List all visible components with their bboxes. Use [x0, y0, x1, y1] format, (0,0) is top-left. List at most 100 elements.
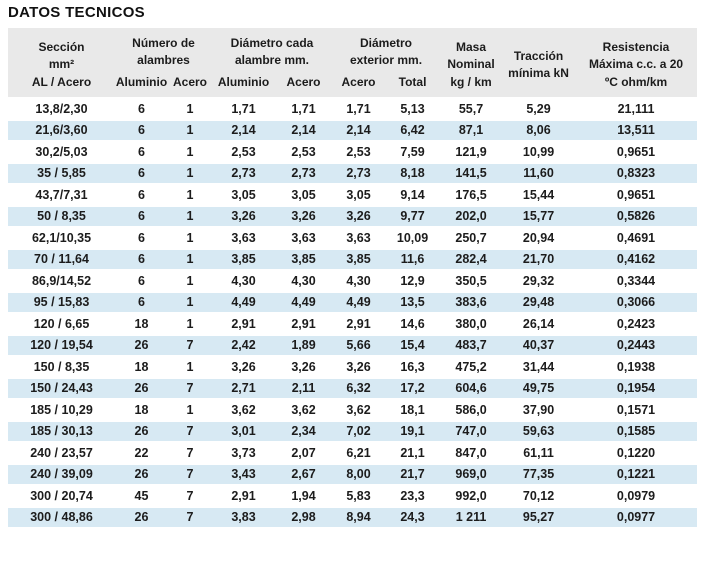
- cell-diametro-alambre-acero: 2,98: [275, 507, 333, 530]
- cell-masa-nominal: 121,9: [440, 142, 503, 164]
- cell-seccion: 150 / 8,35: [8, 357, 115, 379]
- cell-diametro-alambre-aluminio: 4,30: [212, 271, 275, 293]
- cell-seccion: 185 / 30,13: [8, 421, 115, 444]
- cell-diametro-alambre-acero: 2,14: [275, 120, 333, 143]
- table-row: 240 / 39,09 26 7 3,43 2,67 8,00 21,7 969,0 77,35…: [8, 464, 698, 487]
- cell-resistencia-maxima: 0,1954: [575, 378, 698, 401]
- cell-diametro-exterior-acero: 3,85: [332, 249, 386, 272]
- cell-masa-nominal: 969,0: [440, 464, 503, 487]
- header-masa-nominal: Masa Nominal kg / km: [440, 28, 503, 100]
- cell-traccion-minima: 61,11: [502, 443, 576, 465]
- cell-diametro-exterior-acero: 5,66: [332, 335, 386, 358]
- cell-diametro-alambre-aluminio: 3,85: [212, 249, 275, 272]
- header-group-diametro-alambre: Diámetro cada alambre mm.: [212, 28, 333, 72]
- cell-traccion-minima: 15,44: [502, 185, 576, 207]
- cell-alambres-acero: 7: [168, 378, 212, 401]
- cell-seccion: 21,6/3,60: [8, 120, 115, 143]
- cell-masa-nominal: 847,0: [440, 443, 503, 465]
- cell-diametro-exterior-total: 14,6: [385, 314, 441, 336]
- cell-diametro-exterior-total: 6,42: [385, 120, 441, 143]
- cell-seccion: 150 / 24,43: [8, 378, 115, 401]
- cell-masa-nominal: 483,7: [440, 335, 503, 358]
- cell-diametro-alambre-acero: 2,34: [275, 421, 333, 444]
- cell-traccion-minima: 37,90: [502, 400, 576, 422]
- cell-seccion: 35 / 5,85: [8, 163, 115, 186]
- cell-traccion-minima: 59,63: [502, 421, 576, 444]
- cell-alambres-aluminio: 6: [115, 163, 168, 186]
- cell-seccion: 62,1/10,35: [8, 228, 115, 250]
- cell-resistencia-maxima: 0,5826: [575, 206, 698, 229]
- cell-diametro-exterior-total: 23,3: [385, 486, 441, 508]
- cell-alambres-acero: 1: [168, 142, 212, 164]
- cell-alambres-aluminio: 18: [115, 400, 168, 422]
- cell-seccion: 70 / 11,64: [8, 249, 115, 272]
- cell-seccion: 185 / 10,29: [8, 400, 115, 422]
- cell-alambres-aluminio: 18: [115, 314, 168, 336]
- cell-diametro-alambre-acero: 3,63: [275, 228, 333, 250]
- cell-diametro-alambre-aluminio: 3,26: [212, 357, 275, 379]
- cell-resistencia-maxima: 0,1571: [575, 400, 698, 422]
- cell-resistencia-maxima: 0,1221: [575, 464, 698, 487]
- cell-traccion-minima: 8,06: [502, 120, 576, 143]
- cell-diametro-exterior-acero: 2,14: [332, 120, 386, 143]
- table-row: 95 / 15,83 6 1 4,49 4,49 4,49 13,5 383,6 29,48 0,…: [8, 292, 698, 315]
- cell-diametro-alambre-aluminio: 3,05: [212, 185, 275, 207]
- cell-alambres-acero: 1: [168, 314, 212, 336]
- cell-alambres-aluminio: 6: [115, 228, 168, 250]
- cell-diametro-alambre-aluminio: 2,42: [212, 335, 275, 358]
- cell-diametro-exterior-total: 18,1: [385, 400, 441, 422]
- cell-diametro-alambre-acero: 4,30: [275, 271, 333, 293]
- cell-traccion-minima: 11,60: [502, 163, 576, 186]
- cell-traccion-minima: 29,32: [502, 271, 576, 293]
- cell-diametro-alambre-acero: 4,49: [275, 292, 333, 315]
- cell-masa-nominal: 55,7: [440, 99, 503, 121]
- cell-masa-nominal: 475,2: [440, 357, 503, 379]
- cell-masa-nominal: 383,6: [440, 292, 503, 315]
- table-row: 150 / 24,43 26 7 2,71 2,11 6,32 17,2 604,6 49,75…: [8, 378, 698, 401]
- cell-resistencia-maxima: 0,1938: [575, 357, 698, 379]
- subheader-diametro-aluminio: Aluminio: [212, 71, 275, 100]
- cell-alambres-aluminio: 26: [115, 378, 168, 401]
- subheader-exterior-total: Total: [385, 71, 441, 100]
- table-row: 300 / 20,74 45 7 2,91 1,94 5,83 23,3 992,0 70,12…: [8, 486, 698, 508]
- cell-alambres-acero: 1: [168, 163, 212, 186]
- cell-diametro-alambre-acero: 2,91: [275, 314, 333, 336]
- cell-diametro-alambre-acero: 2,07: [275, 443, 333, 465]
- table-row: 120 / 19,54 26 7 2,42 1,89 5,66 15,4 483,7 40,37…: [8, 335, 698, 358]
- page-title: DATOS TECNICOS: [8, 4, 145, 21]
- cell-masa-nominal: 202,0: [440, 206, 503, 229]
- cell-seccion: 13,8/2,30: [8, 99, 115, 121]
- cell-alambres-aluminio: 18: [115, 357, 168, 379]
- cell-diametro-alambre-acero: 3,85: [275, 249, 333, 272]
- cell-seccion: 240 / 39,09: [8, 464, 115, 487]
- subheader-alambres-aluminio: Aluminio: [115, 71, 168, 100]
- cell-seccion: 120 / 19,54: [8, 335, 115, 358]
- cell-masa-nominal: 604,6: [440, 378, 503, 401]
- cell-diametro-exterior-total: 9,14: [385, 185, 441, 207]
- cell-alambres-acero: 1: [168, 271, 212, 293]
- cell-masa-nominal: 250,7: [440, 228, 503, 250]
- cell-diametro-exterior-total: 24,3: [385, 507, 441, 530]
- cell-alambres-acero: 1: [168, 206, 212, 229]
- cell-diametro-alambre-aluminio: 3,83: [212, 507, 275, 530]
- header-traccion-minima: Tracción mínima kN: [502, 28, 576, 100]
- cell-diametro-alambre-aluminio: 4,49: [212, 292, 275, 315]
- cell-diametro-alambre-aluminio: 3,43: [212, 464, 275, 487]
- cell-diametro-exterior-acero: 8,94: [332, 507, 386, 530]
- cell-diametro-exterior-total: 10,09: [385, 228, 441, 250]
- cell-alambres-acero: 7: [168, 421, 212, 444]
- cell-alambres-acero: 1: [168, 249, 212, 272]
- table-row: 50 / 8,35 6 1 3,26 3,26 3,26 9,77 202,0 15,77 0,5…: [8, 206, 698, 229]
- cell-diametro-exterior-total: 7,59: [385, 142, 441, 164]
- cell-diametro-alambre-aluminio: 3,73: [212, 443, 275, 465]
- cell-diametro-alambre-acero: 2,53: [275, 142, 333, 164]
- cell-traccion-minima: 31,44: [502, 357, 576, 379]
- cell-alambres-aluminio: 26: [115, 464, 168, 487]
- cell-traccion-minima: 20,94: [502, 228, 576, 250]
- cell-alambres-aluminio: 6: [115, 206, 168, 229]
- cell-resistencia-maxima: 0,1220: [575, 443, 698, 465]
- cell-alambres-aluminio: 6: [115, 99, 168, 121]
- cell-diametro-exterior-total: 21,7: [385, 464, 441, 487]
- cell-diametro-exterior-total: 12,9: [385, 271, 441, 293]
- cell-diametro-alambre-acero: 1,94: [275, 486, 333, 508]
